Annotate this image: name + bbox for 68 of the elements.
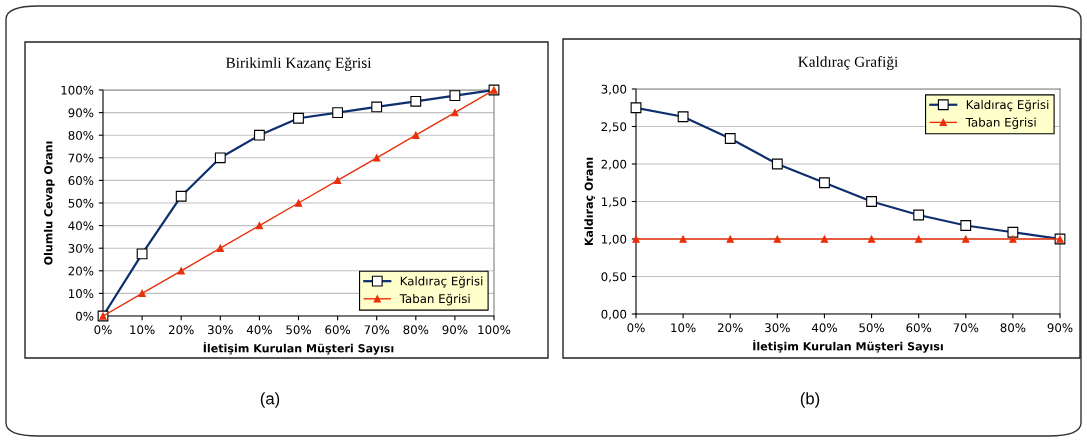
- chart-title: Birikimli Kazanç Eğrisi: [225, 57, 372, 72]
- point: [138, 289, 146, 298]
- y-tick-label: 80%: [68, 130, 94, 140]
- x-tick-label: 70%: [953, 323, 979, 333]
- y-tick-label: 10%: [69, 289, 94, 299]
- text: (a): [260, 392, 280, 408]
- x-tick-label: 30%: [765, 323, 790, 333]
- y-tick-label: 2,50: [601, 122, 627, 133]
- x-tick-label: 90%: [442, 325, 468, 335]
- x-tick-label: 80%: [1000, 323, 1026, 333]
- point: [962, 235, 970, 243]
- x-tick-label: 100%: [478, 325, 511, 335]
- y-tick-label: 1,00: [601, 234, 627, 245]
- point: [412, 131, 420, 139]
- x-axis-title: İletişim Kurulan Müşteri Sayısı: [753, 340, 943, 353]
- point: [679, 235, 687, 243]
- point: [451, 108, 459, 117]
- point: [333, 176, 342, 185]
- legend-label: Kaldıraç Eğrisi: [966, 99, 1049, 112]
- y-tick-label: 1,50: [601, 197, 627, 208]
- point: [216, 244, 224, 252]
- x-tick-label: 70%: [364, 325, 390, 335]
- x-tick-label: 60%: [325, 325, 351, 335]
- x-tick-label: 60%: [906, 323, 932, 333]
- point: [294, 199, 303, 207]
- x-tick-label: 20%: [717, 323, 743, 333]
- point: [726, 235, 734, 243]
- point: [867, 235, 876, 243]
- legend-label: Taban Eğrisi: [399, 293, 470, 306]
- y-tick-label: 0,50: [601, 272, 627, 283]
- y-tick-label: 0%: [76, 311, 94, 321]
- y-tick-label: 50%: [68, 198, 94, 208]
- y-tick-label: 20%: [68, 266, 94, 276]
- point: [177, 267, 185, 275]
- y-tick-label: 30%: [68, 243, 94, 253]
- x-tick-label: 50%: [859, 323, 885, 333]
- x-tick-label: 40%: [811, 323, 837, 333]
- x-tick-label: 20%: [168, 325, 194, 335]
- x-tick-label: 0%: [94, 325, 112, 335]
- x-tick-label: 10%: [671, 323, 696, 333]
- legend-label: Kaldıraç Eğrisi: [400, 276, 483, 288]
- point: [373, 154, 381, 162]
- y-axis-title: Olumlu Cevap Oranı: [43, 141, 55, 265]
- y-tick-label: 2,00: [601, 159, 627, 170]
- point: [914, 235, 923, 243]
- y-tick-label: 3,00: [601, 84, 627, 95]
- x-tick-label: 0%: [627, 323, 645, 333]
- x-tick-label: 50%: [286, 325, 311, 335]
- point: [255, 221, 264, 230]
- y-tick-label: 0,00: [601, 309, 627, 320]
- point: [1009, 235, 1017, 243]
- y-tick-label: 60%: [68, 176, 94, 186]
- text: (b): [800, 392, 820, 408]
- y-tick-label: 40%: [68, 221, 94, 231]
- x-tick-label: 30%: [208, 325, 233, 335]
- x-tick-label: 90%: [1047, 323, 1073, 333]
- chart-title: Kaldıraç Grafiği: [798, 56, 898, 71]
- x-tick-label: 10%: [130, 325, 155, 335]
- y-tick-label: 100%: [61, 85, 94, 95]
- x-axis-title: İletişim Kurulan Müşteri Sayısı: [203, 342, 394, 355]
- legend-label: Taban Eğrisi: [965, 117, 1036, 129]
- y-tick-label: 70%: [68, 153, 94, 163]
- x-tick-label: 80%: [403, 325, 429, 335]
- point: [773, 235, 782, 243]
- point: [820, 235, 829, 243]
- x-tick-label: 40%: [246, 325, 272, 335]
- y-tick-label: 90%: [68, 108, 94, 118]
- y-axis-title: Kaldıraç Oranı: [584, 157, 595, 246]
